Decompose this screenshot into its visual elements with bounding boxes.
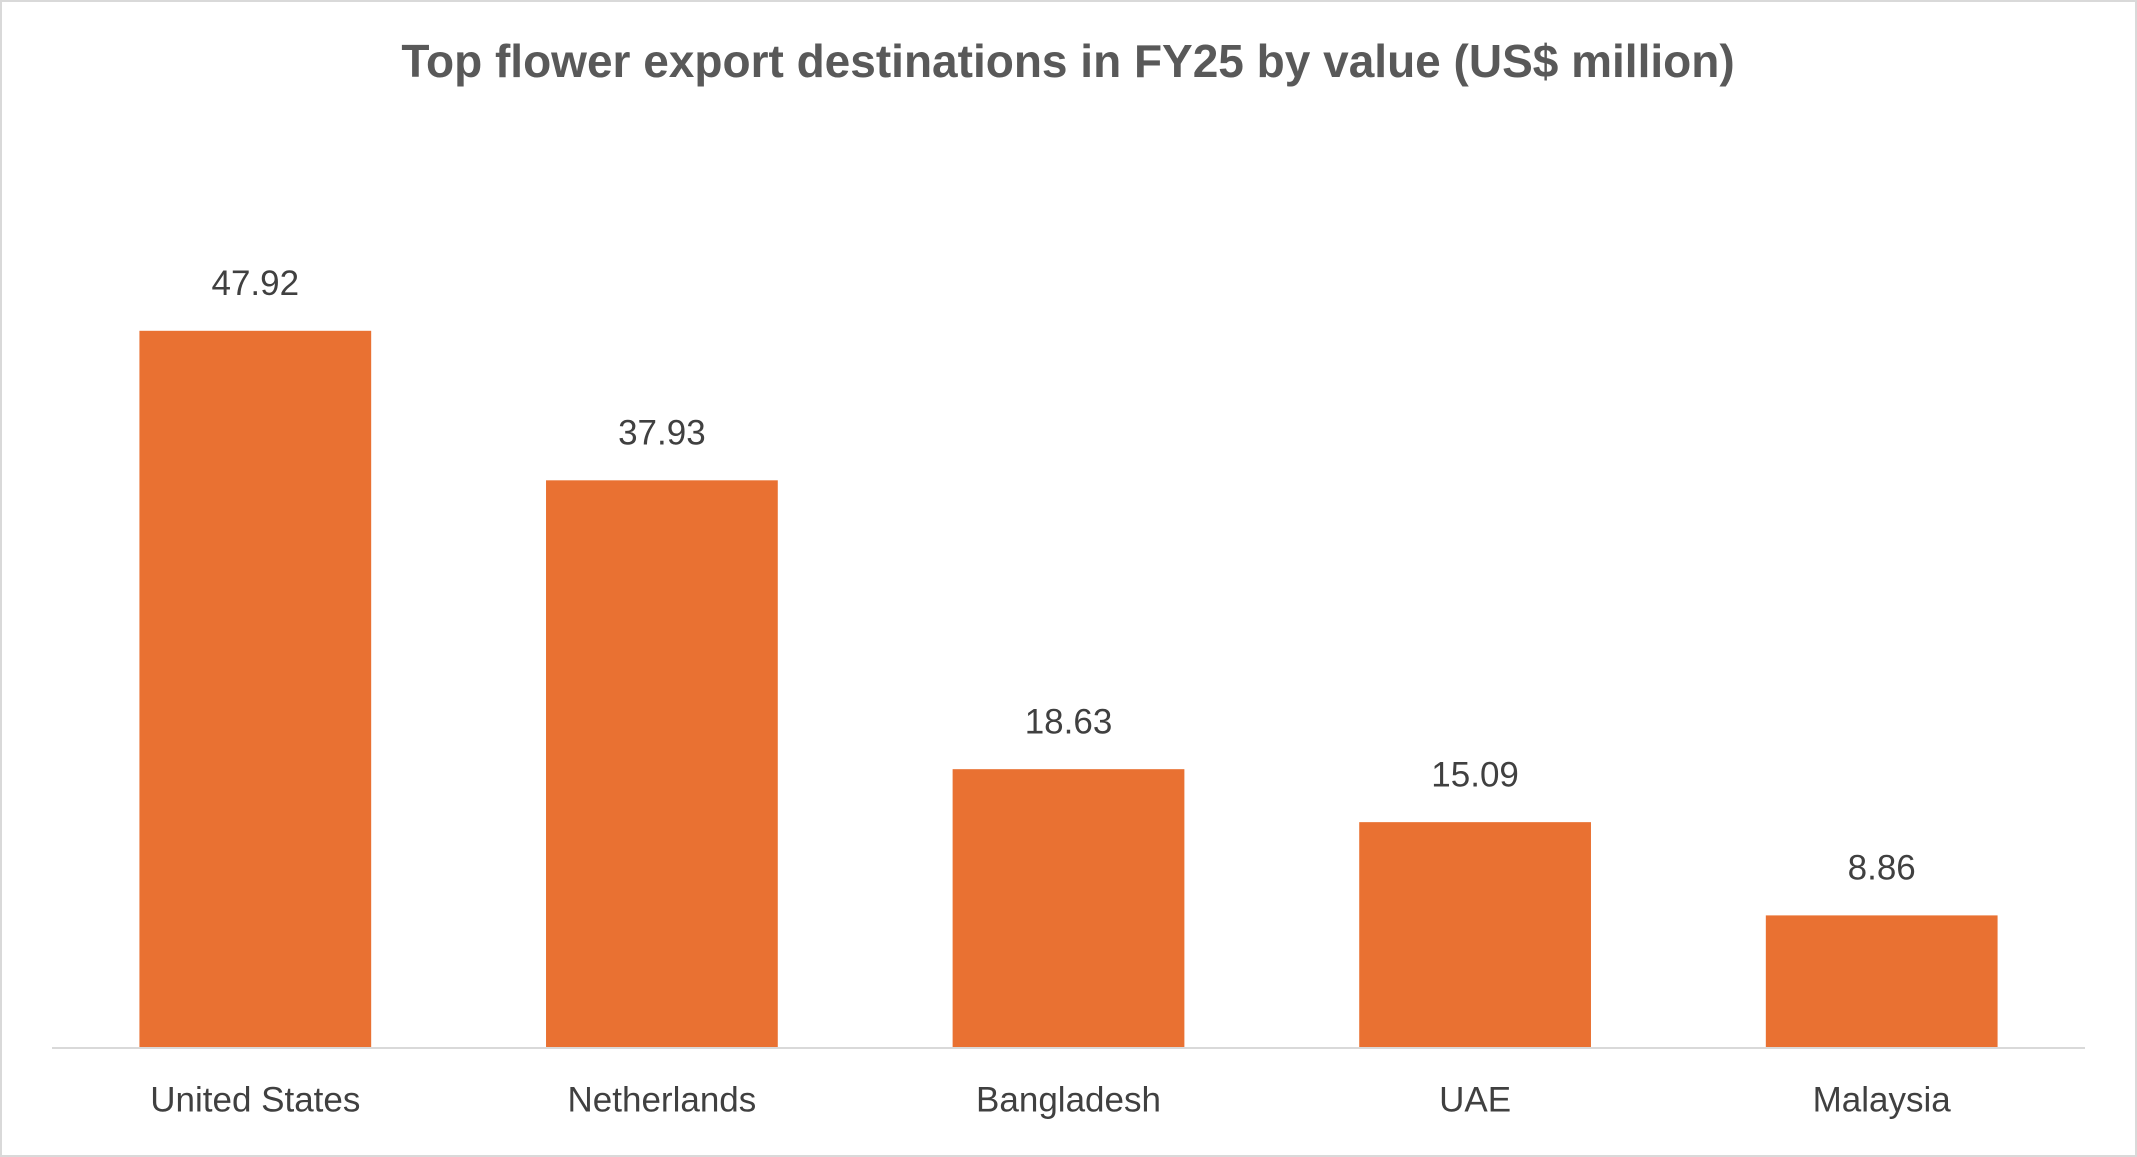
data-label: 18.63 <box>1025 702 1113 741</box>
data-label: 47.92 <box>212 264 300 303</box>
chart-title: Top flower export destinations in FY25 b… <box>401 35 1734 87</box>
data-label: 8.86 <box>1848 849 1916 888</box>
bar <box>1765 915 1998 1048</box>
x-tick-label: Netherlands <box>568 1080 757 1119</box>
x-tick-label: United States <box>150 1080 360 1119</box>
x-tick-label: UAE <box>1439 1080 1511 1119</box>
data-label: 15.09 <box>1431 755 1519 794</box>
x-tick-label: Malaysia <box>1813 1080 1952 1119</box>
x-tick-label: Bangladesh <box>976 1080 1161 1119</box>
bar <box>546 480 778 1048</box>
bar <box>1359 822 1591 1048</box>
data-label: 37.93 <box>618 414 706 453</box>
bar <box>952 769 1185 1048</box>
bar <box>139 330 372 1048</box>
